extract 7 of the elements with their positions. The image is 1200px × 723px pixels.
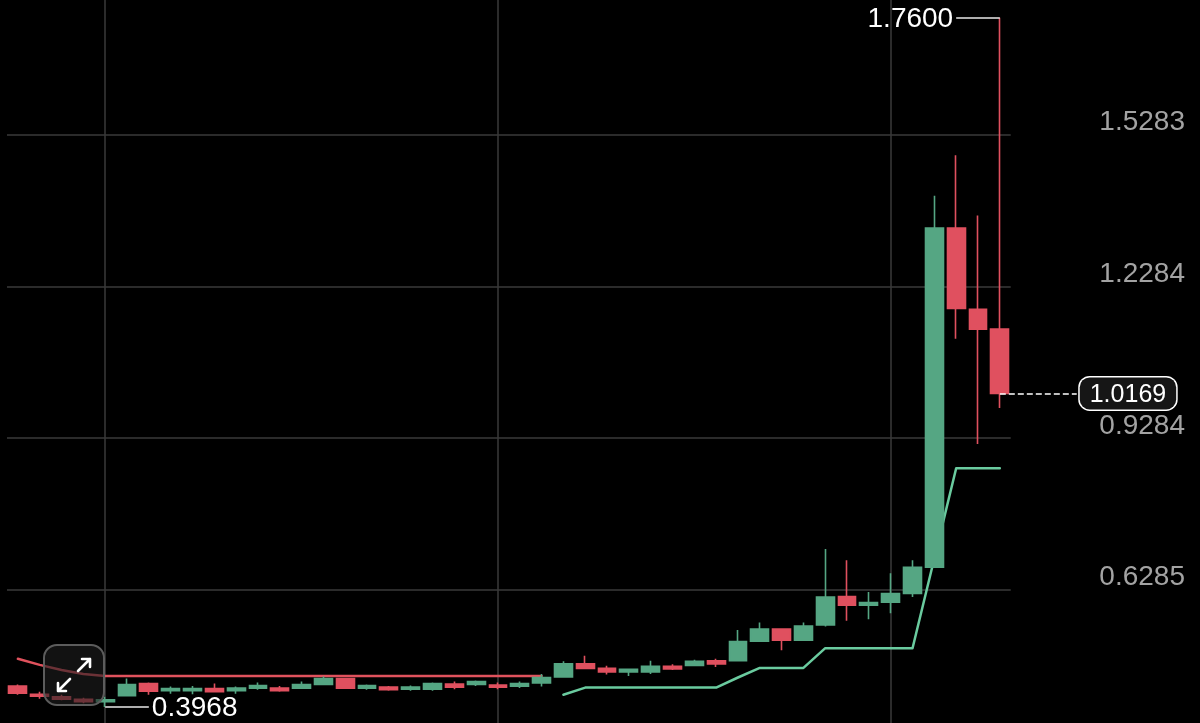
y-tick-label: 1.5283 [1099, 105, 1185, 137]
y-tick-label: 1.2284 [1099, 256, 1185, 288]
annotation: 1.7600 [867, 2, 954, 34]
y-tick-label: 0.6285 [1099, 560, 1185, 592]
y-tick-label: 0.9284 [1099, 408, 1185, 440]
annotation: 0.3968 [151, 691, 238, 723]
ref-line-label: 1.0169 [1089, 379, 1167, 408]
